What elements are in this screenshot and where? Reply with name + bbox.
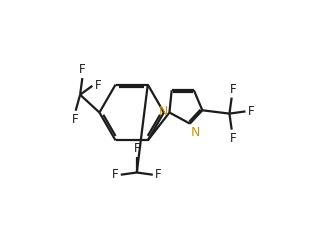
Text: F: F bbox=[72, 113, 79, 126]
Text: F: F bbox=[79, 63, 86, 76]
Text: N: N bbox=[190, 126, 200, 139]
Text: F: F bbox=[95, 79, 101, 92]
Text: F: F bbox=[229, 132, 236, 145]
Text: F: F bbox=[112, 168, 118, 181]
Text: F: F bbox=[229, 83, 236, 96]
Text: F: F bbox=[133, 142, 140, 155]
Text: F: F bbox=[248, 105, 254, 118]
Text: F: F bbox=[155, 168, 162, 181]
Text: N: N bbox=[158, 105, 168, 118]
